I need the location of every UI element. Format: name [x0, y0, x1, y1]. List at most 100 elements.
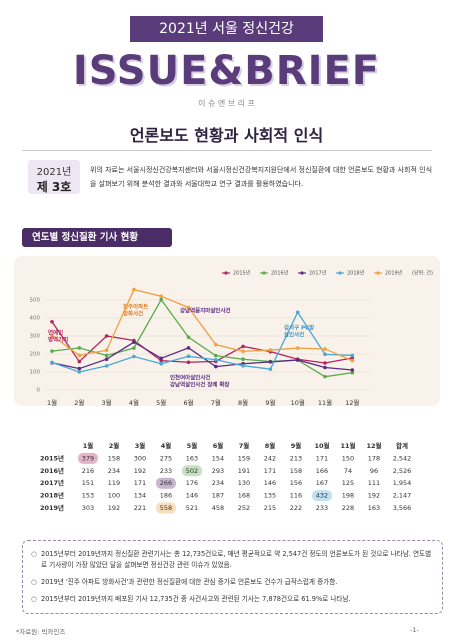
row-label: 2016년 — [40, 466, 64, 475]
data-point — [50, 360, 54, 365]
data-point — [214, 342, 218, 347]
data-point — [323, 361, 327, 365]
data-point — [350, 370, 355, 375]
banner: 2021년 서울 정신건강 — [130, 16, 323, 42]
table-cell: 158 — [290, 467, 302, 475]
data-point — [159, 297, 163, 302]
table-cell: 266 — [160, 479, 172, 487]
x-tick-label: 6월 — [183, 398, 193, 407]
table-cell: 187 — [212, 492, 224, 500]
divider — [22, 150, 432, 151]
data-point — [77, 359, 82, 364]
x-tick-label: 3월 — [102, 398, 112, 407]
data-point — [350, 356, 355, 360]
table-cell: 1,954 — [393, 479, 412, 487]
title-reading: 이 슈 앤 브 리 프 — [198, 99, 255, 108]
data-point — [350, 368, 355, 372]
data-point — [159, 361, 163, 366]
series-line — [51, 341, 353, 371]
table-cell: 146 — [264, 479, 276, 487]
table-cell: 192 — [134, 467, 146, 475]
x-tick-label: 2월 — [74, 398, 84, 407]
table-cell: 215 — [264, 504, 276, 512]
table-cell: 125 — [342, 479, 354, 487]
table-cell: 134 — [134, 492, 146, 500]
row-label: 2019년 — [40, 503, 64, 512]
annotation: 강남역묻지마살인사건 — [180, 307, 231, 315]
annotation: 강남역살인사건 장례 확장 — [170, 381, 230, 389]
table-cell: 151 — [82, 479, 94, 487]
table-header: 9월 — [291, 441, 302, 450]
table-cell: 154 — [212, 454, 224, 462]
table-cell: 176 — [186, 479, 198, 487]
cell-highlight — [182, 465, 202, 477]
table-cell: 233 — [160, 467, 172, 475]
annotation: 인천여아살인사건 — [170, 374, 210, 382]
table-cell: 234 — [212, 479, 224, 487]
table-cell: 163 — [186, 454, 198, 462]
legend-label: 2016년 — [271, 270, 289, 277]
data-point — [104, 334, 109, 338]
table-cell: 216 — [82, 467, 94, 475]
data-point — [132, 287, 136, 292]
data-point — [159, 356, 163, 361]
table-cell: 3,566 — [393, 504, 412, 512]
table-cell: 242 — [264, 454, 276, 462]
data-point — [295, 346, 300, 350]
row-label: 2017년 — [40, 478, 64, 487]
table-cell: 458 — [212, 504, 224, 512]
note: 2015년부터 2019년까지 정신질환 관련기사는 총 12,735건으로, … — [31, 549, 436, 571]
x-tick-label: 4월 — [129, 398, 139, 407]
table-cell: 234 — [108, 467, 120, 475]
table-cell: 192 — [108, 504, 120, 512]
note: 2019년 '진주 아파트 방화사건'과 관련한 정신질환에 대한 관심 증가로… — [31, 577, 436, 588]
table-cell: 119 — [108, 479, 120, 487]
data-point — [50, 333, 54, 338]
data-point — [323, 374, 327, 379]
cell-highlight — [312, 490, 332, 502]
data-point — [77, 346, 82, 350]
table-cell: 2,147 — [393, 492, 412, 500]
table-cell: 167 — [316, 479, 328, 487]
data-point — [132, 346, 136, 350]
cell-highlight — [78, 452, 98, 464]
data-point — [50, 349, 54, 353]
y-tick-label: 0 — [37, 388, 41, 394]
data-point — [186, 360, 191, 365]
table-cell: 222 — [290, 504, 302, 512]
data-point — [268, 360, 273, 364]
table-cell: 293 — [212, 467, 224, 475]
x-tick-label: 8월 — [238, 398, 248, 407]
cell-highlight — [156, 502, 176, 514]
legend-label: 2015년 — [233, 270, 251, 277]
legend-label: 2017년 — [309, 270, 327, 277]
data-point — [241, 363, 245, 368]
cell-highlight — [156, 477, 176, 489]
table-cell: 191 — [238, 467, 250, 475]
section-title: 연도별 정신질환 기사 현황 — [22, 228, 172, 247]
table-cell: 116 — [290, 492, 302, 500]
table-cell: 150 — [342, 454, 354, 462]
data-point — [50, 319, 54, 324]
table-cell: 2,542 — [393, 454, 412, 462]
x-tick-label: 12월 — [345, 398, 359, 407]
series-line — [51, 298, 353, 378]
table-header: 6월 — [213, 441, 224, 450]
annotation: 진주아파트 — [123, 303, 148, 311]
table-cell: 100 — [108, 492, 120, 500]
table-cell: 74 — [344, 467, 352, 475]
table-cell: 502 — [186, 467, 198, 475]
table-cell: 198 — [342, 492, 354, 500]
issue-text: 위의 자료는 서울시정신건강복지센터와 서울시정신건강복지지원단에서 정신질환에… — [90, 166, 433, 188]
data-point — [241, 344, 245, 349]
annotation: 병역기피 — [48, 336, 68, 344]
data-point — [132, 354, 136, 359]
table-cell: 186 — [160, 492, 172, 500]
row-label: 2015년 — [40, 453, 64, 462]
table-header: 8월 — [265, 441, 276, 450]
unit-label: (단위: 건) — [412, 270, 433, 277]
data-point — [186, 305, 191, 310]
data-point — [295, 358, 300, 362]
legend-dot — [300, 271, 304, 275]
